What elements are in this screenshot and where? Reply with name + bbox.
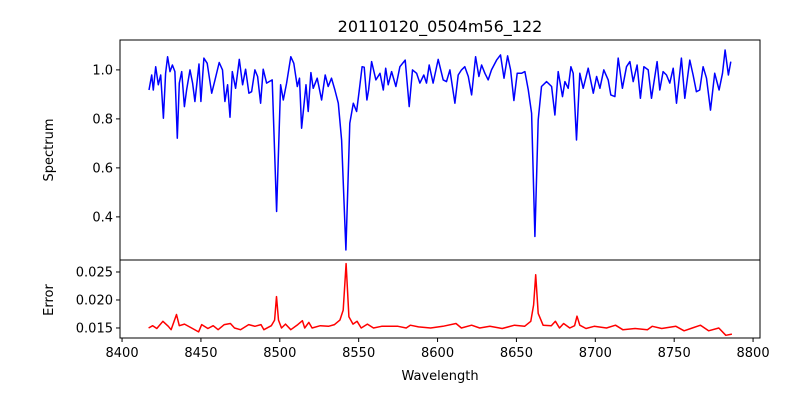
y-tick-label: 0.6 bbox=[92, 161, 113, 176]
y-tick-label: 0.4 bbox=[92, 210, 113, 225]
x-tick-label: 8800 bbox=[737, 346, 770, 361]
x-tick-label: 8700 bbox=[579, 346, 612, 361]
y-tick-label: 1.0 bbox=[92, 63, 113, 78]
x-axis-label: Wavelength bbox=[401, 369, 478, 384]
x-tick-label: 8500 bbox=[263, 346, 296, 361]
y-axis-label-spectrum: Spectrum bbox=[42, 119, 57, 182]
x-tick-label: 8450 bbox=[184, 346, 217, 361]
x-tick-label: 8550 bbox=[342, 346, 375, 361]
spectrum-series-line bbox=[148, 49, 732, 251]
x-tick-label: 8750 bbox=[658, 346, 691, 361]
chart-title: 20110120_0504m56_122 bbox=[338, 17, 543, 37]
x-tick-label: 8400 bbox=[106, 346, 139, 361]
error-series-line bbox=[148, 262, 733, 337]
y-tick-label: 0.8 bbox=[92, 112, 113, 127]
y-tick-label: 0.015 bbox=[76, 321, 113, 336]
y-tick-label: 0.025 bbox=[76, 265, 113, 280]
y-axis-label-error: Error bbox=[42, 284, 57, 316]
x-tick-label: 8650 bbox=[500, 346, 533, 361]
axes-frame bbox=[119, 259, 761, 339]
error-panel: 0.015 0.020 0.025 8400 8450 8500 8550 8600 8650 8… bbox=[76, 259, 770, 361]
x-tick-label: 8600 bbox=[421, 346, 454, 361]
y-tick-label: 0.020 bbox=[76, 293, 113, 308]
